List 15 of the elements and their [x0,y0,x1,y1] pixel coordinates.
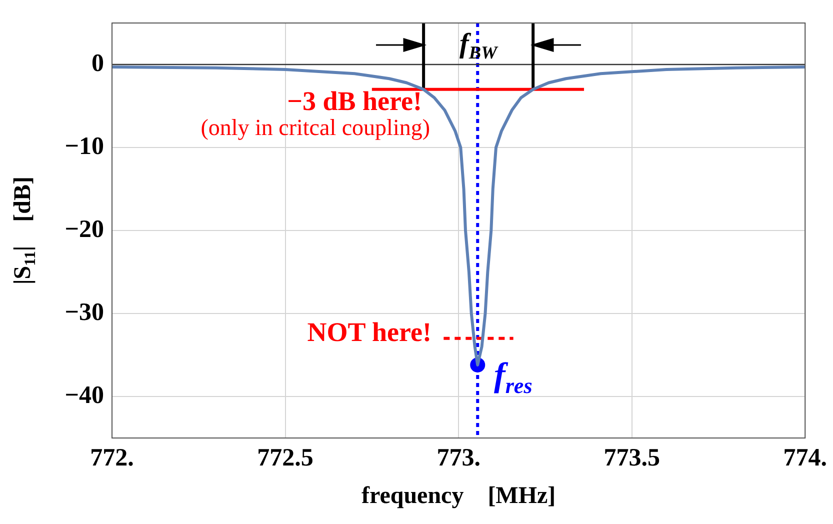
annotation: −3 dB here! [287,86,422,116]
y-tick-label: −30 [64,298,104,326]
x-tick-label: 773. [436,444,480,472]
annotation: (only in critcal coupling) [200,115,430,140]
x-tick-label: 774. [783,444,827,472]
x-axis-title: frequency [MHz] [361,483,556,510]
x-tick-label: 773.5 [604,444,660,472]
annotation: NOT here! [307,316,432,347]
y-tick-label: −40 [64,382,104,409]
y-tick-label: 0 [92,50,104,77]
y-tick-label: −10 [64,132,104,160]
y-tick-label: −20 [64,216,104,243]
y-axis-title: |S11| [dB] [10,176,40,284]
x-tick-label: 772. [90,444,134,472]
x-tick-label: 772.5 [257,444,314,472]
